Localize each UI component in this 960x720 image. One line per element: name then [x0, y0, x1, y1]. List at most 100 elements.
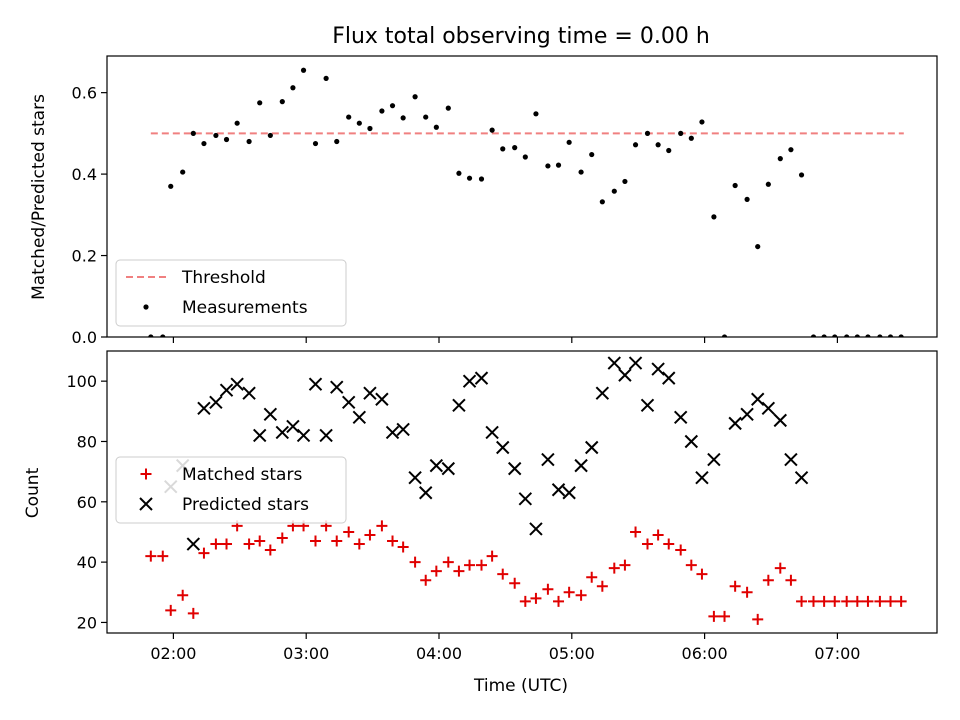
- matched-stars-point: [685, 559, 697, 571]
- matched-stars-point: [353, 538, 365, 550]
- matched-stars-point: [829, 595, 841, 607]
- predicted-stars-point: [618, 368, 632, 382]
- bottom-y-tick-label: 40: [77, 553, 97, 572]
- predicted-stars-point: [319, 428, 333, 443]
- measurements-point: [832, 334, 838, 337]
- matched-stars-point: [586, 571, 598, 583]
- measurements-point: [622, 178, 628, 185]
- matched-stars-point: [774, 562, 786, 574]
- top-axes-frame: [106, 55, 938, 338]
- predicted-stars-point: [230, 377, 244, 391]
- matched-stars-point: [630, 526, 642, 538]
- predicted-stars-point: [253, 428, 267, 443]
- matched-stars-point: [475, 559, 487, 571]
- matched-stars-point: [807, 595, 819, 607]
- measurements-point: [190, 130, 196, 136]
- matched-stars-point: [509, 577, 521, 589]
- measurements-point: [578, 169, 584, 175]
- predicted-stars-point: [751, 392, 765, 406]
- measurements-point: [456, 170, 462, 176]
- matched-stars-point: [387, 535, 399, 547]
- measurements-point: [433, 124, 439, 130]
- matched-stars-point: [409, 556, 421, 568]
- bottom-legend-box: [115, 456, 347, 524]
- measurements-point: [466, 175, 473, 181]
- matched-stars-point: [430, 565, 442, 577]
- matched-stars-point: [519, 595, 531, 607]
- predicted-stars-point: [541, 452, 555, 467]
- measurements-point: [160, 334, 166, 337]
- predicted-stars-point: [562, 486, 576, 500]
- measurements-point: [445, 105, 451, 111]
- predicted-stars-point: [408, 470, 422, 485]
- predicted-stars-point: [396, 422, 410, 437]
- matched-stars-point: [157, 550, 169, 562]
- predicted-stars-point: [429, 458, 444, 473]
- predicted-stars-point: [462, 374, 477, 388]
- matched-stars-point: [497, 568, 509, 580]
- bottom-x-tick-label: 02:00: [150, 644, 196, 663]
- measurements-point: [821, 334, 827, 337]
- bottom-y-tick-label: 60: [77, 493, 97, 512]
- measurements-point: [389, 103, 396, 109]
- measurements-point: [180, 169, 186, 175]
- bottom-legend: Matched stars Predicted stars: [115, 456, 347, 524]
- matched-stars-point: [264, 544, 276, 556]
- predicted-stars-point: [574, 458, 588, 473]
- predicted-stars-point: [419, 486, 433, 500]
- measurements-point: [379, 108, 385, 114]
- bottom-y-axis-label: Count: [23, 467, 43, 518]
- matched-stars-point: [608, 562, 620, 574]
- measurements-point: [512, 145, 518, 151]
- predicted-stars-point: [651, 362, 665, 376]
- predicted-stars-point: [452, 398, 466, 412]
- predicted-stars-point: [794, 470, 809, 485]
- measurements-point: [290, 85, 296, 91]
- predicted-stars-point: [773, 413, 788, 428]
- predicted-stars-point: [197, 401, 211, 416]
- measurements-point: [589, 151, 595, 158]
- bottom-y-tick-label: 20: [77, 613, 97, 632]
- measurements-point: [213, 132, 219, 139]
- bottom-panel: 20 40 60 80 100 02:00 03:00 04:00 05:00 06:00 07:0…: [66, 350, 938, 663]
- matched-stars-point: [741, 586, 753, 598]
- measurements-point: [400, 115, 406, 121]
- predicted-stars-point: [352, 410, 367, 425]
- matched-stars-point: [486, 550, 498, 562]
- matched-stars-point: [198, 547, 210, 559]
- bottom-x-tick-label: 05:00: [549, 644, 595, 663]
- measurements-point: [201, 140, 207, 147]
- top-y-tick-label: 0.0: [72, 328, 97, 347]
- predicted-stars-point: [585, 440, 599, 455]
- matched-stars-point: [145, 550, 157, 562]
- matched-stars-point: [331, 535, 343, 547]
- top-panel: 0.0 0.2 0.4 0.6 Threshold Measurements: [72, 55, 938, 347]
- matched-stars-point: [663, 538, 675, 550]
- measurements-point: [246, 138, 252, 145]
- matched-stars-point: [862, 595, 874, 607]
- matched-stars-point: [575, 589, 587, 601]
- measurements-point: [655, 142, 661, 148]
- measurements-point: [168, 183, 174, 189]
- matched-stars-point: [420, 574, 432, 586]
- measurements-point: [533, 111, 539, 117]
- matched-stars-point: [596, 580, 608, 592]
- measurements-point: [356, 120, 362, 126]
- measurements-point: [334, 138, 340, 145]
- predicted-stars-point: [330, 380, 344, 394]
- matched-stars-point: [221, 538, 233, 550]
- measurements-point: [148, 334, 154, 337]
- predicted-stars-point: [375, 392, 389, 406]
- measurements-point: [500, 146, 506, 152]
- predicted-stars-point: [673, 410, 688, 425]
- legend-label-matched-stars: Matched stars: [182, 465, 302, 485]
- matched-stars-point: [464, 559, 476, 571]
- matched-stars-point: [841, 595, 853, 607]
- measurements-point: [632, 142, 639, 148]
- top-y-tick-label: 0.2: [72, 247, 97, 266]
- bottom-x-tick-label: 07:00: [814, 644, 860, 663]
- measurements-point: [755, 243, 761, 250]
- predicted-stars-point: [242, 386, 256, 400]
- matched-stars-point: [187, 607, 199, 619]
